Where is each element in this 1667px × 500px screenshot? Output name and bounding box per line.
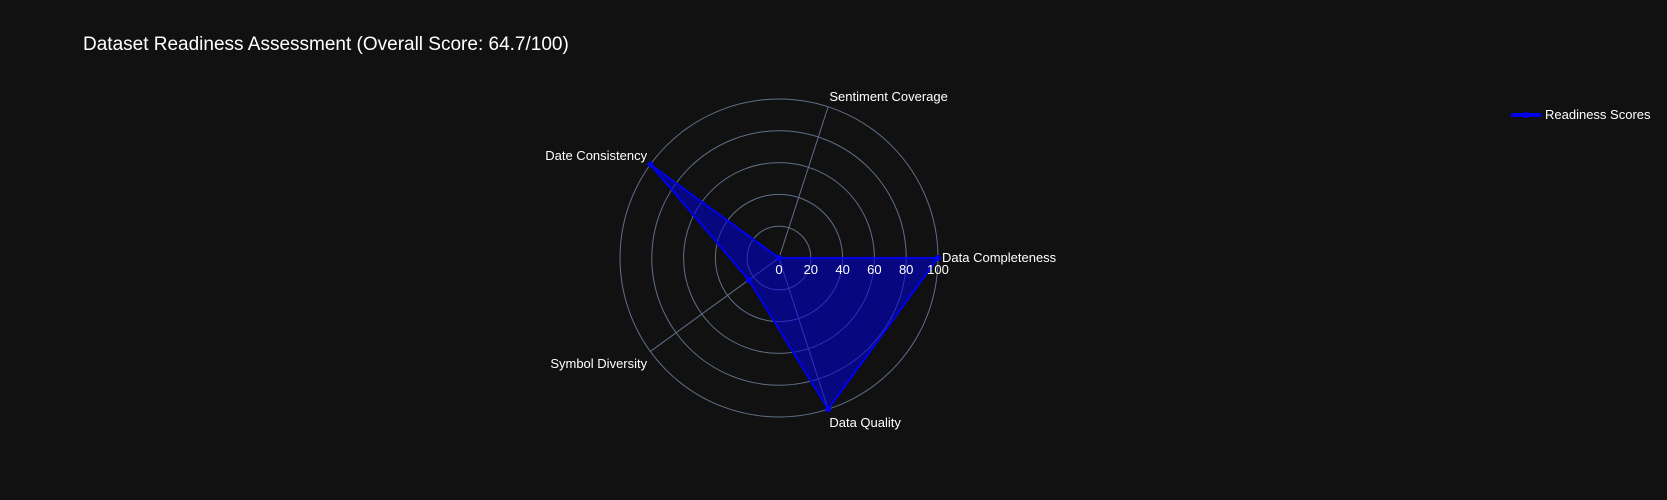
radial-tick-label: 40 [835,262,849,277]
chart-title: Dataset Readiness Assessment (Overall Sc… [83,34,569,55]
series-area [649,163,939,411]
series-point[interactable] [776,255,782,261]
legend[interactable]: Readiness Scores [1511,107,1651,122]
category-label: Data Completeness [942,250,1057,265]
series-layer [647,161,941,413]
radial-tick-label: 0 [775,262,782,277]
grid-spoke [778,106,829,259]
category-labels: Data Completeness Sentiment Coverage Date … [545,89,1056,430]
series-point[interactable] [935,255,941,261]
radial-tick-label: 80 [899,262,913,277]
category-label: Sentiment Coverage [829,89,948,104]
radial-tick-label: 60 [867,262,881,277]
radial-tick-label: 20 [804,262,818,277]
series-point[interactable] [825,406,832,413]
category-label: Data Quality [829,415,901,430]
series-point[interactable] [745,276,752,283]
category-label: Symbol Diversity [550,356,647,371]
category-label: Date Consistency [545,148,647,163]
series-point[interactable] [647,161,654,168]
legend-swatch-marker [1523,112,1529,118]
radial-tick-labels: 0 20 40 60 80 100 [775,262,948,277]
radial-tick-label: 100 [927,262,949,277]
legend-label[interactable]: Readiness Scores [1545,107,1651,122]
